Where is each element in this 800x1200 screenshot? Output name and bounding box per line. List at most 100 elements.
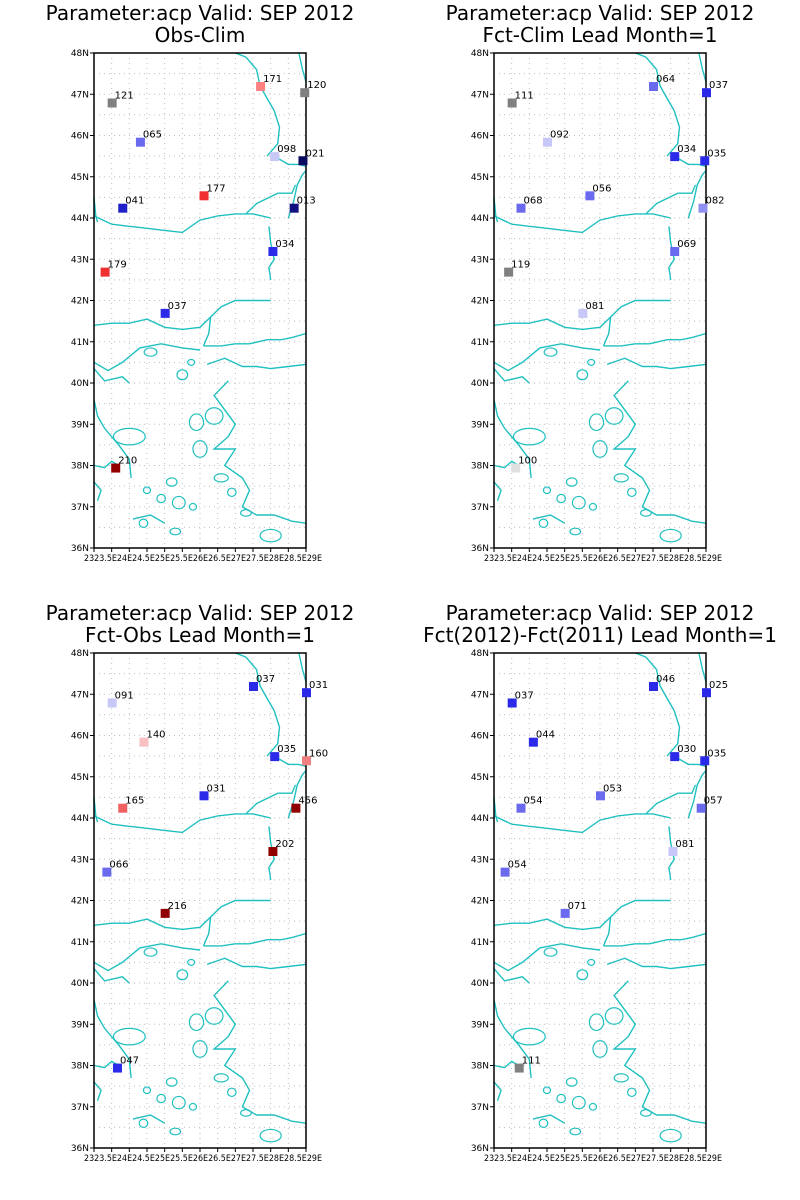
station-marker: [511, 463, 521, 473]
station-value: 035: [707, 748, 726, 759]
island: [538, 1118, 549, 1128]
island: [259, 1128, 282, 1143]
coastline: [493, 299, 671, 331]
station-value: 165: [125, 796, 144, 807]
coastline: [93, 481, 102, 501]
station-value: 120: [307, 80, 326, 91]
station-marker: [649, 82, 658, 91]
lat-label: 45N: [71, 173, 89, 183]
lat-label: 46N: [71, 132, 89, 142]
island: [188, 413, 205, 432]
lat-label: 38N: [471, 462, 489, 472]
lat-label: 40N: [471, 379, 489, 389]
coastline: [493, 368, 530, 384]
station-value: 034: [275, 239, 294, 250]
lat-label: 43N: [471, 855, 489, 865]
island: [213, 473, 229, 483]
station-marker: [543, 137, 552, 147]
island: [171, 1095, 186, 1110]
island: [142, 486, 152, 495]
station-value: 098: [277, 144, 296, 155]
station-marker: [139, 737, 149, 747]
coastline: [93, 999, 132, 1078]
island: [659, 1128, 682, 1143]
coastline: [493, 481, 502, 501]
coastline: [93, 343, 201, 372]
coastline: [493, 399, 532, 478]
coastlines: [493, 652, 707, 1143]
island: [187, 358, 196, 366]
lat-label: 36N: [471, 1144, 489, 1154]
station-marker: [507, 98, 517, 108]
station-marker: [298, 156, 308, 166]
island: [569, 527, 582, 536]
station-marker: [596, 791, 605, 801]
station-marker: [302, 756, 311, 766]
coastline: [493, 943, 601, 972]
island: [142, 1086, 152, 1095]
station-value: 037: [515, 691, 534, 702]
coastline: [687, 770, 707, 819]
lat-label: 37N: [71, 1103, 89, 1113]
grid-lines: [94, 53, 306, 548]
island: [588, 1102, 598, 1111]
coastline: [202, 916, 212, 947]
island: [565, 1077, 578, 1087]
island: [512, 1027, 546, 1046]
coastline: [235, 652, 281, 757]
coastline: [93, 460, 120, 469]
station-marker: [560, 908, 570, 918]
station-value: 053: [603, 783, 622, 794]
coastline: [603, 332, 707, 347]
coastline: [645, 184, 697, 215]
coastline: [202, 316, 212, 347]
station-value: 025: [709, 680, 728, 691]
island: [112, 427, 146, 446]
island: [169, 527, 182, 536]
station-marker: [112, 1063, 122, 1073]
lat-label: 41N: [71, 938, 89, 948]
lat-label: 37N: [471, 1103, 489, 1113]
station-marker: [100, 267, 110, 277]
island: [576, 369, 589, 381]
panel-title-main: Parameter:acp Valid: SEP 2012: [45, 1, 355, 25]
station-marker: [516, 803, 526, 813]
island: [588, 413, 605, 432]
lat-label: 40N: [71, 979, 89, 989]
station-marker: [670, 152, 680, 162]
lat-label: 37N: [471, 503, 489, 513]
coastline: [668, 226, 675, 281]
lon-labels: 2323.5E24E24.5E25E25.5E26E26.5E27E27.5E2…: [84, 554, 322, 564]
map-panel-fct-clim: Parameter:acp Valid: SEP 2012 Fct-Clim L…: [400, 0, 800, 600]
station-value: 210: [118, 456, 137, 467]
station-marker: [300, 88, 310, 98]
island: [604, 1007, 624, 1025]
lat-label: 46N: [71, 732, 89, 742]
coastline: [532, 1114, 566, 1124]
station-value: 013: [297, 196, 316, 207]
lat-label: 39N: [471, 420, 489, 430]
island: [512, 427, 546, 446]
coastline: [93, 368, 130, 384]
island: [588, 502, 598, 511]
station-marker: [302, 688, 311, 698]
lon-labels: 2323.5E24E24.5E25E25.5E26E26.5E27E27.5E2…: [484, 554, 722, 564]
island: [538, 518, 549, 528]
coastline: [645, 784, 697, 815]
coastline: [93, 1060, 120, 1069]
grid-lines: [94, 653, 306, 1148]
island: [188, 502, 198, 511]
coastline: [602, 316, 612, 347]
coastline: [268, 826, 275, 881]
station-value: 216: [168, 901, 187, 912]
coastline: [235, 52, 281, 157]
coastline: [203, 932, 307, 947]
lat-label: 42N: [471, 297, 489, 307]
lat-label: 48N: [71, 649, 89, 659]
coastlines: [93, 652, 307, 1143]
lat-label: 45N: [471, 773, 489, 783]
station-value: 037: [168, 301, 187, 312]
station-value: 030: [677, 744, 696, 755]
lat-label: 42N: [471, 897, 489, 907]
island: [592, 440, 608, 458]
